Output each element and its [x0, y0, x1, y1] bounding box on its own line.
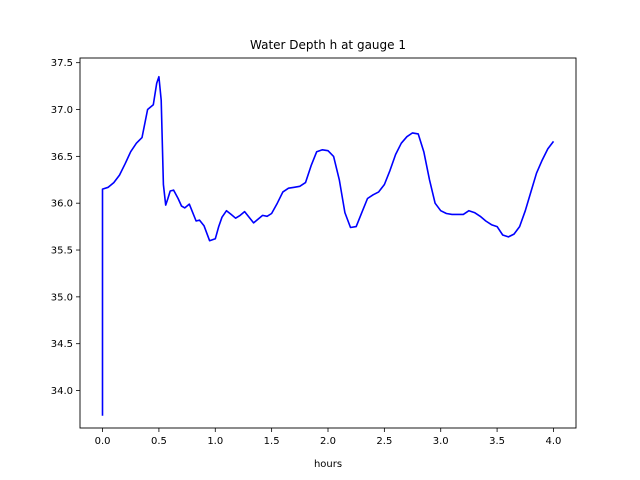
- x-tick-label: 0.0: [95, 436, 111, 447]
- x-tick-label: 3.5: [489, 436, 505, 447]
- y-axis: 34.0 34.5 35.0 35.5 36.0 36.5 37.0 37.5: [51, 58, 80, 397]
- x-tick-label: 2.5: [376, 436, 392, 447]
- x-tick-label: 0.5: [151, 436, 167, 447]
- y-tick-label: 37.0: [51, 105, 73, 116]
- chart-title: Water Depth h at gauge 1: [250, 38, 406, 52]
- y-tick-label: 36.5: [51, 152, 73, 163]
- y-tick-label: 35.5: [51, 246, 73, 257]
- x-axis: 0.0 0.5 1.0 1.5 2.0 2.5 3.0 3.5 4.0: [95, 428, 562, 447]
- series-line: [101, 75, 555, 416]
- x-tick-label: 1.0: [207, 436, 223, 447]
- x-axis-label: hours: [314, 459, 342, 470]
- x-tick-label: 3.0: [433, 436, 449, 447]
- x-tick-label: 1.5: [264, 436, 280, 447]
- x-tick-label: 2.0: [320, 436, 336, 447]
- x-tick-label: 4.0: [546, 436, 562, 447]
- y-tick-label: 34.5: [51, 339, 73, 350]
- y-tick-label: 36.0: [51, 199, 73, 210]
- y-tick-label: 35.0: [51, 292, 73, 303]
- y-tick-label: 34.0: [51, 386, 73, 397]
- y-tick-label: 37.5: [51, 58, 73, 69]
